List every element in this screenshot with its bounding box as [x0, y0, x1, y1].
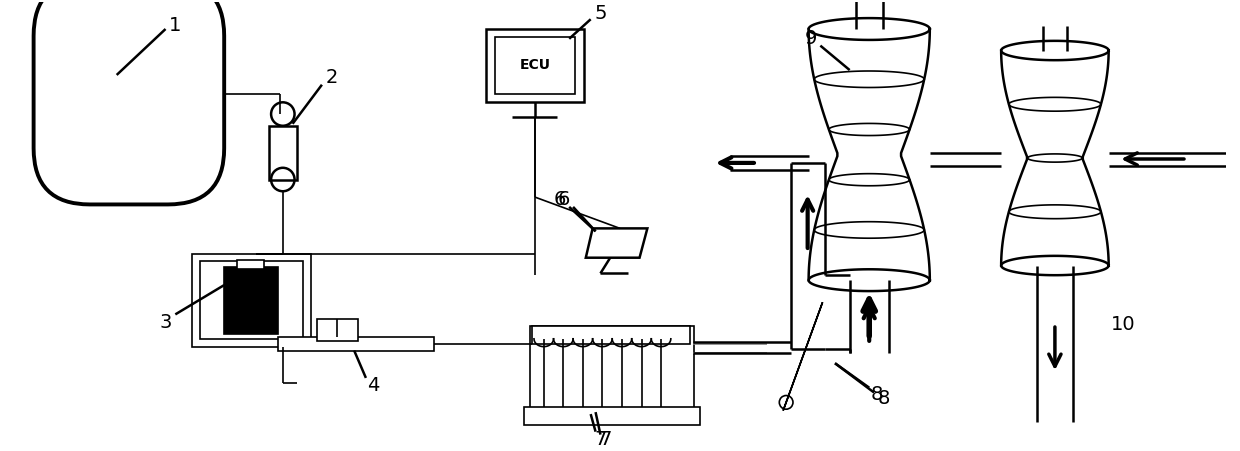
Text: 6: 6 [553, 189, 565, 208]
Text: 5: 5 [594, 4, 606, 23]
Text: 8: 8 [870, 385, 883, 404]
Bar [525, 407, 701, 425]
Text: 1: 1 [169, 16, 181, 35]
Bar [278, 337, 434, 350]
Text: ECU: ECU [520, 58, 551, 72]
Text: 7: 7 [594, 430, 606, 449]
Bar [486, 29, 584, 102]
Polygon shape [784, 302, 822, 410]
Bar [495, 37, 575, 93]
Text: 6: 6 [558, 189, 570, 208]
Bar [269, 126, 296, 179]
Text: 4: 4 [367, 376, 379, 395]
Bar [532, 326, 691, 344]
Bar [317, 319, 358, 341]
Bar [224, 267, 278, 334]
Text: 9: 9 [805, 29, 817, 48]
FancyBboxPatch shape [33, 0, 224, 204]
Text: 8: 8 [878, 389, 890, 408]
Polygon shape [585, 228, 647, 258]
Text: 7: 7 [599, 430, 611, 449]
Text: 10: 10 [1111, 315, 1136, 334]
Bar [200, 261, 304, 339]
Text: 3: 3 [160, 313, 171, 332]
Bar [237, 260, 264, 269]
Bar [192, 254, 311, 347]
Text: 2: 2 [326, 69, 337, 87]
Bar [529, 326, 694, 414]
